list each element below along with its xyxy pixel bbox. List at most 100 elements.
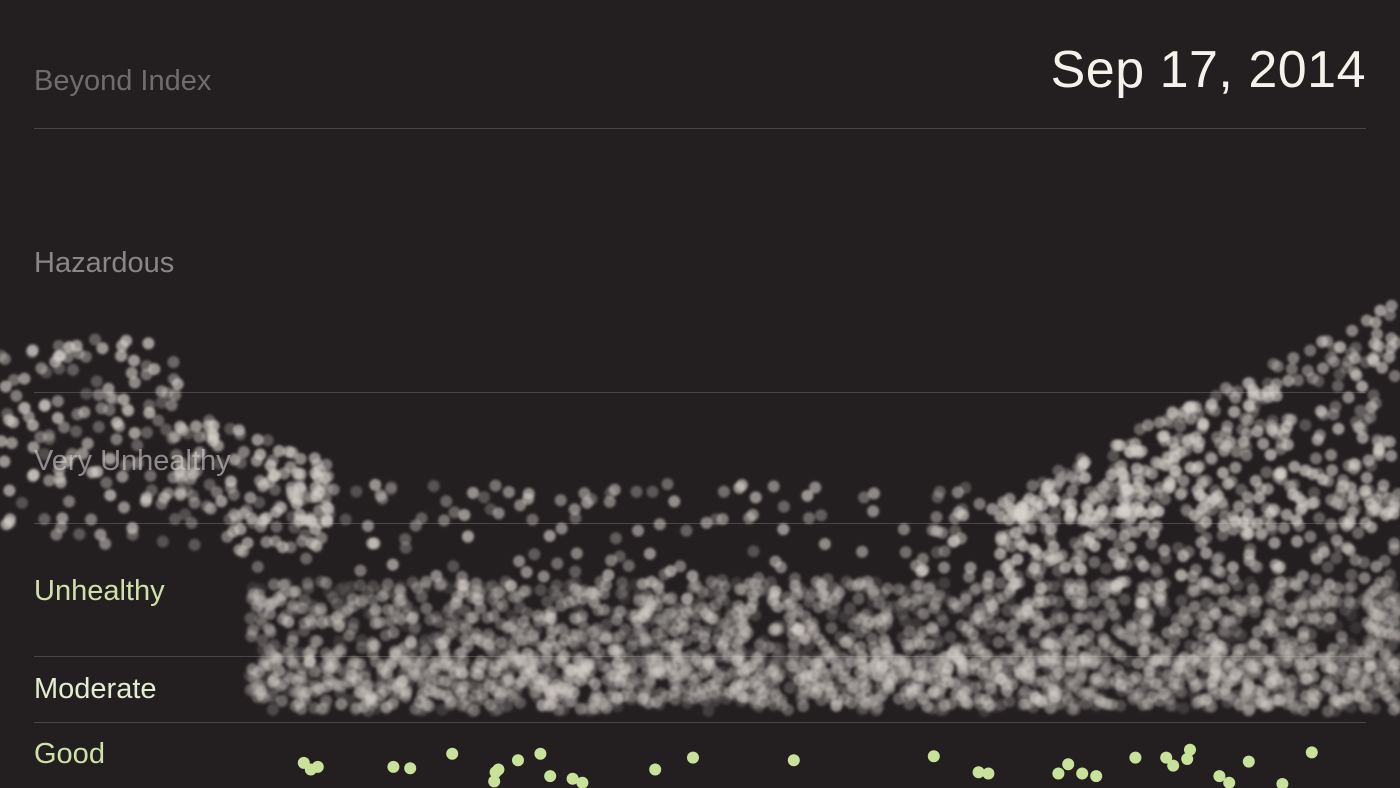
reading-point (955, 654, 968, 667)
reading-point (1368, 355, 1380, 368)
reading-point (735, 646, 748, 659)
reading-point (334, 698, 347, 711)
reading-point (467, 486, 479, 499)
reading-point (1334, 341, 1347, 354)
reading-point (294, 480, 307, 493)
reading-point (92, 420, 105, 433)
reading-point (165, 399, 178, 412)
reading-point (652, 578, 665, 591)
reading-point (934, 672, 947, 685)
reading-point (1302, 616, 1315, 629)
reading-point (89, 333, 102, 346)
reading-point (569, 512, 582, 525)
reading-point (1078, 533, 1090, 546)
reading-point (319, 693, 332, 706)
reading-point (1046, 616, 1059, 629)
reading-point (510, 686, 522, 699)
date-label: Sep 17, 2014 (1050, 41, 1366, 99)
reading-point (767, 692, 780, 705)
reading-point (1047, 580, 1060, 593)
reading-point (260, 536, 273, 548)
reading-point (858, 491, 871, 504)
reading-point (294, 647, 307, 660)
reading-point (206, 428, 219, 441)
reading-point (354, 579, 367, 592)
reading-point (994, 577, 1006, 590)
reading-point (1316, 541, 1329, 554)
reading-point (944, 631, 957, 643)
reading-point (120, 459, 133, 472)
good-point (1062, 758, 1075, 771)
reading-point (1313, 512, 1326, 525)
reading-point (1030, 657, 1043, 669)
reading-point (1110, 439, 1123, 452)
reading-point (484, 503, 497, 516)
reading-point (657, 626, 669, 639)
reading-point (1226, 561, 1239, 574)
reading-point (1326, 522, 1338, 535)
reading-point (774, 561, 787, 574)
reading-point (1182, 545, 1195, 558)
reading-point (16, 496, 28, 509)
reading-point (144, 469, 157, 482)
reading-point (1260, 689, 1273, 701)
reading-point (1113, 559, 1125, 571)
reading-point (638, 610, 651, 623)
reading-point (1147, 527, 1160, 540)
band-label-good: Good (34, 738, 105, 770)
reading-point (334, 646, 347, 659)
reading-point (355, 641, 368, 654)
reading-point (1030, 554, 1043, 567)
reading-point (289, 699, 302, 712)
reading-point (876, 587, 889, 600)
reading-point (255, 595, 268, 608)
reading-point (284, 541, 297, 554)
reading-point (56, 512, 69, 525)
reading-point (951, 486, 964, 499)
reading-point (843, 602, 856, 615)
reading-point (1138, 464, 1151, 477)
reading-point (85, 513, 98, 526)
reading-point (368, 537, 381, 550)
reading-point (116, 349, 129, 362)
reading-point (1233, 699, 1246, 712)
reading-point (1388, 703, 1400, 716)
reading-point (416, 688, 429, 701)
reading-point (726, 667, 739, 680)
reading-point (363, 607, 376, 620)
reading-point (300, 552, 313, 565)
reading-point (278, 467, 291, 480)
reading-point (483, 680, 496, 693)
reading-point (570, 628, 583, 641)
reading-point (681, 697, 694, 709)
reading-point (1016, 698, 1029, 711)
reading-point (1269, 504, 1281, 517)
reading-point (1005, 629, 1018, 642)
reading-point (983, 570, 996, 583)
reading-point (749, 693, 761, 705)
reading-point (570, 547, 583, 560)
reading-point (467, 611, 480, 624)
reading-point (63, 495, 76, 508)
reading-point (713, 650, 726, 663)
reading-point (430, 569, 443, 582)
reading-point (1094, 696, 1107, 709)
reading-point (959, 593, 972, 606)
reading-point (1154, 579, 1167, 592)
reading-point (495, 618, 508, 631)
reading-point (1273, 638, 1285, 651)
reading-point (1342, 459, 1355, 472)
reading-point (783, 611, 796, 624)
reading-point (90, 375, 103, 388)
reading-point (651, 652, 664, 665)
good-point (972, 766, 985, 779)
reading-point (102, 382, 115, 395)
reading-point (1300, 689, 1313, 702)
good-point (1242, 755, 1255, 768)
reading-point (1347, 660, 1360, 673)
reading-point (1300, 464, 1313, 477)
reading-point (1360, 471, 1373, 484)
reading-point (482, 628, 495, 641)
reading-point (1110, 645, 1123, 658)
reading-point (1324, 352, 1337, 364)
